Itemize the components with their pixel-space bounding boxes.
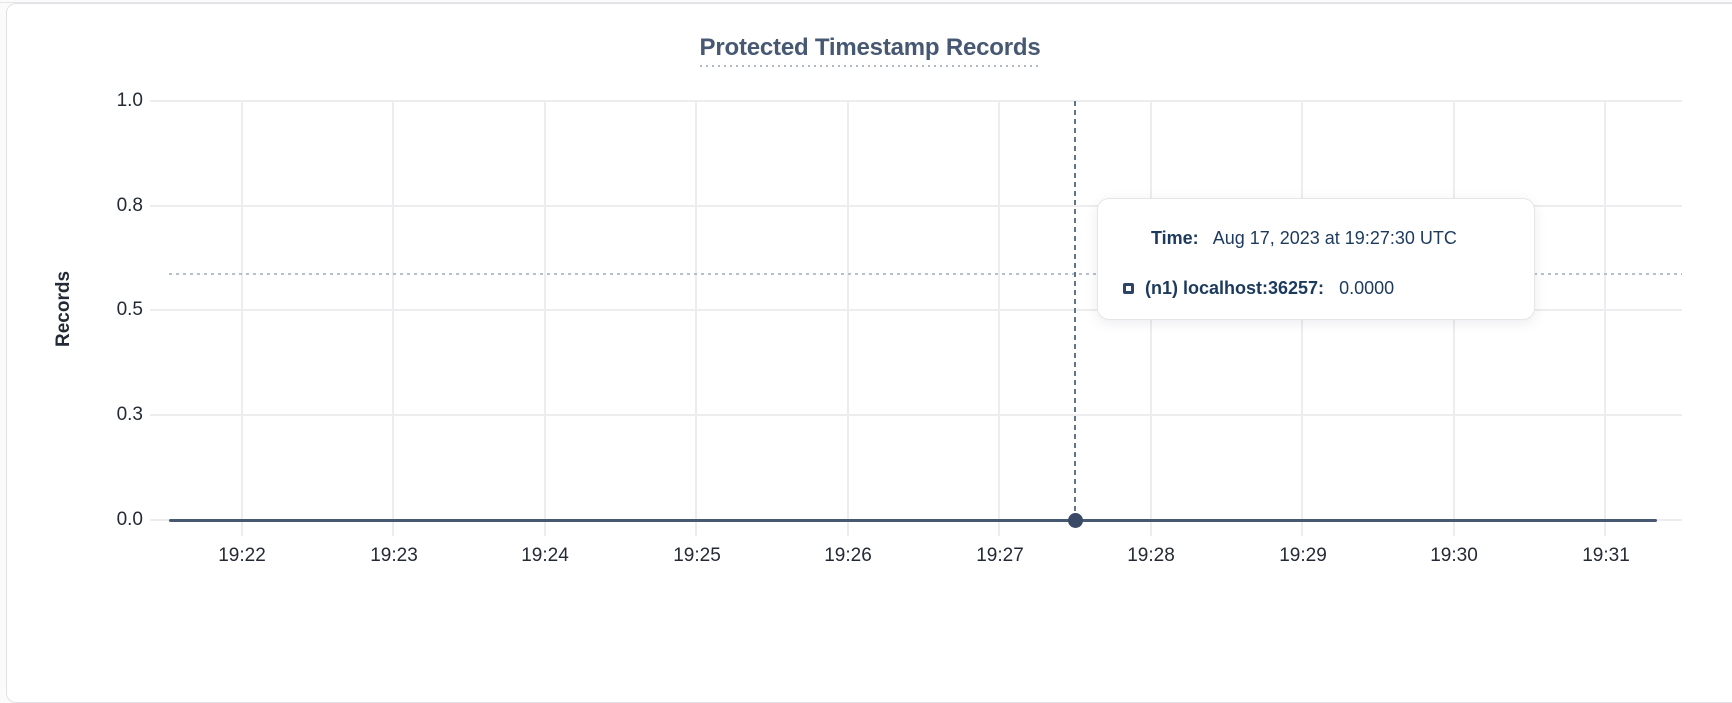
y-tick-label: 0.3 — [116, 404, 143, 425]
chart-tooltip: Time: Aug 17, 2023 at 19:27:30 UTC (n1) l… — [1097, 198, 1535, 320]
y-tick-label: 1.0 — [116, 90, 143, 111]
x-tick-label: 19:25 — [673, 545, 721, 566]
tooltip-series-row: (n1) localhost:36257: 0.0000 — [1123, 275, 1394, 301]
gridline-vertical — [1604, 101, 1606, 536]
x-tick-label: 19:26 — [824, 545, 872, 566]
x-tick-label: 19:28 — [1127, 545, 1175, 566]
tooltip-time-value: Aug 17, 2023 at 19:27:30 UTC — [1212, 228, 1457, 248]
chart-title[interactable]: Protected Timestamp Records — [699, 34, 1041, 67]
series-line — [169, 519, 1657, 522]
gridline-vertical — [695, 101, 697, 536]
gridline-horizontal — [150, 309, 1682, 311]
page-top-divider — [0, 2, 1732, 3]
gridline-vertical — [392, 101, 394, 536]
tooltip-series-label: (n1) localhost:36257: — [1145, 277, 1325, 298]
y-tick-label: 0.8 — [116, 195, 143, 216]
y-tick-label: 0.5 — [116, 299, 143, 320]
crosshair-vertical-dashed — [1074, 101, 1076, 514]
gridline-horizontal — [150, 414, 1682, 416]
gridline-horizontal — [150, 100, 1682, 102]
gridline-horizontal — [150, 205, 1682, 207]
gridline-vertical — [241, 101, 243, 536]
gridline-vertical — [544, 101, 546, 536]
x-tick-label: 19:30 — [1430, 545, 1478, 566]
x-tick-label: 19:24 — [521, 545, 569, 566]
x-tick-label: 19:31 — [1582, 545, 1630, 566]
x-tick-label: 19:27 — [976, 545, 1024, 566]
x-tick-label: 19:23 — [370, 545, 418, 566]
chart-card: Protected Timestamp Records Records 1.0 … — [6, 3, 1732, 703]
tooltip-time-label: Time: — [1151, 228, 1199, 248]
gridline-vertical — [847, 101, 849, 536]
tooltip-series-value: 0.0000 — [1339, 277, 1395, 298]
hovered-data-point — [1068, 513, 1083, 528]
series-legend-checkbox-icon — [1123, 282, 1134, 294]
x-tick-label: 19:29 — [1279, 545, 1327, 566]
gridline-vertical — [998, 101, 1000, 536]
chart-title-wrap: Protected Timestamp Records — [7, 34, 1732, 67]
x-tick-label: 19:22 — [218, 545, 266, 566]
crosshair-horizontal-dotted — [169, 273, 1682, 275]
tooltip-time-row: Time: Aug 17, 2023 at 19:27:30 UTC — [1151, 225, 1457, 251]
y-tick-label: 0.0 — [116, 509, 143, 530]
